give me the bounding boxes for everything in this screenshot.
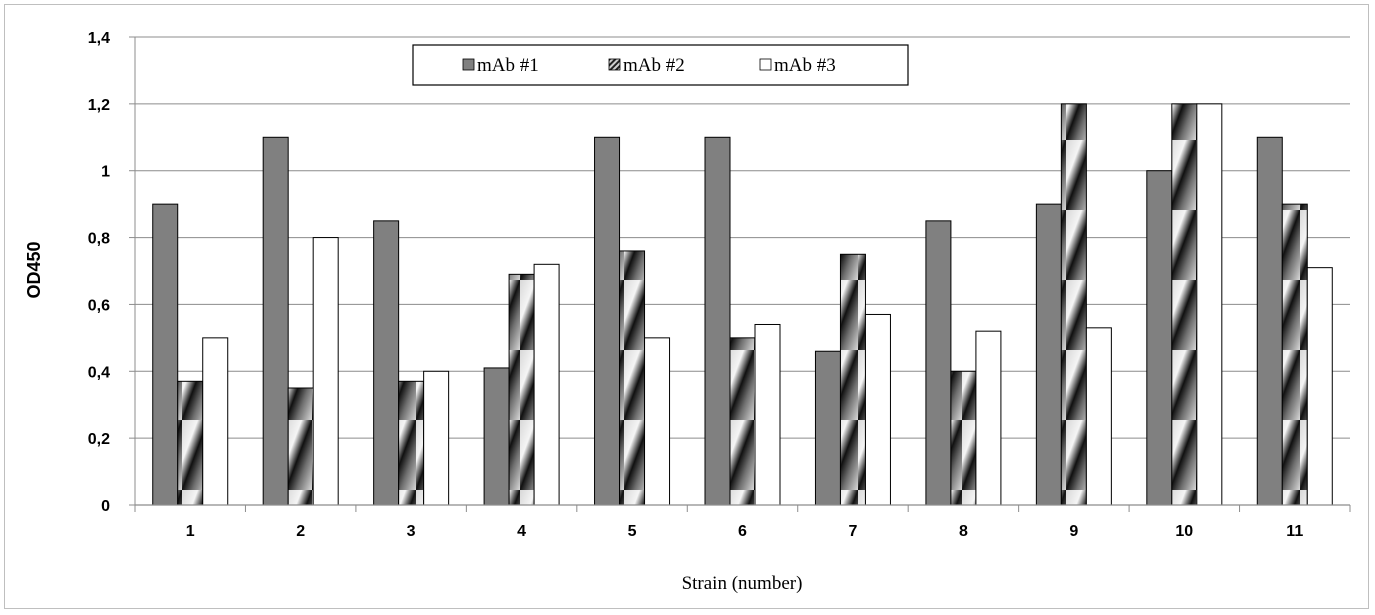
x-axis-label: Strain (number) xyxy=(682,573,803,594)
y-tick-label: 1,2 xyxy=(88,97,110,114)
bar-mab2-strain-7 xyxy=(839,253,866,506)
y-tick-label: 0,8 xyxy=(88,231,110,248)
bars xyxy=(152,103,1333,506)
bar-mab2-strain-3 xyxy=(398,380,425,506)
bar-mab2-strain-4 xyxy=(508,273,535,506)
legend-box xyxy=(412,44,909,86)
y-tick-label: 0,2 xyxy=(88,431,110,448)
legend-swatch-mab1 xyxy=(462,58,475,71)
x-tick-label: 1 xyxy=(186,523,195,540)
bar-mab1-strain-4 xyxy=(483,367,510,506)
bar-mab1-strain-7 xyxy=(814,350,841,506)
legend-swatch-mab3 xyxy=(759,58,772,71)
x-tick-label: 5 xyxy=(628,523,637,540)
bar-mab1-strain-3 xyxy=(373,220,400,506)
bar-mab1-strain-6 xyxy=(704,136,731,506)
chart-frame xyxy=(4,4,1369,609)
x-tick-label: 10 xyxy=(1175,523,1193,540)
y-tick-label: 0,4 xyxy=(88,364,110,381)
bar-mab3-strain-10 xyxy=(1196,103,1223,506)
y-tick-label: 0 xyxy=(101,498,110,515)
bar-mab3-strain-7 xyxy=(864,313,891,506)
bar-mab3-strain-5 xyxy=(644,337,671,506)
bar-mab1-strain-9 xyxy=(1035,203,1062,506)
x-tick-label: 7 xyxy=(849,523,858,540)
bar-mab3-strain-4 xyxy=(533,263,560,506)
y-tick-label: 1 xyxy=(101,164,110,181)
x-tick-label: 8 xyxy=(959,523,968,540)
bar-mab2-strain-5 xyxy=(619,250,646,506)
x-tick-label: 2 xyxy=(296,523,305,540)
bar-mab1-strain-11 xyxy=(1256,136,1283,506)
x-tick-label: 4 xyxy=(517,523,526,540)
bar-mab1-strain-5 xyxy=(594,136,621,506)
bar-mab2-strain-9 xyxy=(1060,103,1087,506)
bar-mab1-strain-2 xyxy=(262,136,289,506)
y-tick-labels: 0 0,2 0,4 0,6 0,8 1 1,2 1,4 xyxy=(88,30,110,515)
bar-mab1-strain-10 xyxy=(1146,170,1173,506)
y-tick-label: 0,6 xyxy=(88,297,110,314)
x-tick-label: 11 xyxy=(1286,523,1303,540)
bar-mab2-strain-2 xyxy=(287,387,314,506)
bar-mab2-strain-11 xyxy=(1281,203,1308,506)
x-tick-label: 6 xyxy=(738,523,747,540)
bar-mab3-strain-1 xyxy=(202,337,229,506)
x-tick-label: 3 xyxy=(407,523,416,540)
bar-mab2-strain-10 xyxy=(1171,103,1198,506)
bar-mab2-strain-6 xyxy=(729,337,756,506)
x-tick-labels: 1 2 3 4 5 6 7 8 9 10 11 xyxy=(186,523,1304,540)
bar-mab2-strain-1 xyxy=(177,380,204,506)
bar-mab3-strain-8 xyxy=(975,330,1002,506)
bar-mab1-strain-1 xyxy=(152,203,179,506)
legend-label-mab2: mAb #2 xyxy=(623,55,685,76)
x-tick-label: 9 xyxy=(1069,523,1078,540)
legend-swatch-mab2 xyxy=(608,58,621,71)
y-tick-label: 1,4 xyxy=(88,30,110,47)
legend-label-mab1: mAb #1 xyxy=(477,55,539,76)
legend-label-mab3: mAb #3 xyxy=(774,55,836,76)
bar-mab2-strain-8 xyxy=(950,370,977,506)
y-axis-label: OD450 xyxy=(24,241,44,298)
bar-mab3-strain-6 xyxy=(754,323,781,506)
bar-mab1-strain-8 xyxy=(925,220,952,506)
axes xyxy=(134,37,1351,512)
bar-mab3-strain-9 xyxy=(1085,327,1112,506)
legend: mAb #1 mAb #2 mAb #3 xyxy=(412,44,909,86)
bar-mab3-strain-11 xyxy=(1306,267,1333,506)
bar-mab3-strain-3 xyxy=(423,370,450,506)
bar-mab3-strain-2 xyxy=(312,237,339,506)
